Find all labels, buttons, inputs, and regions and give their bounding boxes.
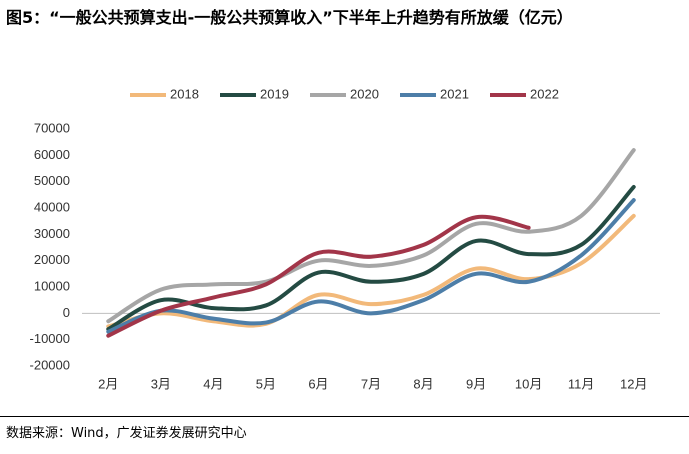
y-tick-label: 40000: [34, 199, 70, 214]
source-note: 数据来源：Wind，广发证券发展研究中心: [6, 426, 247, 441]
series-line: [106, 148, 636, 324]
y-tick-label: -10000: [30, 331, 70, 346]
x-tick-label: 6月: [308, 376, 328, 391]
x-tick-label: 9月: [466, 376, 486, 391]
legend-label: 2022: [530, 86, 559, 101]
y-tick-label: 10000: [34, 278, 70, 293]
x-tick-label: 10月: [515, 376, 542, 391]
legend-label: 2021: [440, 86, 469, 101]
x-tick-label: 2月: [98, 376, 118, 391]
x-tick-label: 4月: [203, 376, 223, 391]
y-tick-label: -20000: [30, 357, 70, 372]
y-tick-label: 30000: [34, 226, 70, 241]
x-tick-label: 3月: [151, 376, 171, 391]
legend-label: 2020: [350, 86, 379, 101]
chart-title: 图5：“一般公共预算支出-一般公共预算收入”下半年上升趋势有所放缓（亿元）: [6, 8, 573, 27]
x-tick-label: 11月: [568, 376, 595, 391]
y-tick-label: 70000: [34, 120, 70, 135]
divider: [0, 416, 689, 417]
y-tick-label: 50000: [34, 173, 70, 188]
y-tick-label: 20000: [34, 252, 70, 267]
series-line: [106, 184, 636, 332]
series-line: [106, 198, 636, 334]
y-tick-label: 0: [63, 305, 70, 320]
x-tick-label: 12月: [620, 376, 647, 391]
y-tick-label: 60000: [34, 147, 70, 162]
legend-label: 2019: [260, 86, 289, 101]
x-tick-label: 8月: [413, 376, 433, 391]
x-tick-label: 7月: [361, 376, 381, 391]
x-tick-label: 5月: [256, 376, 276, 391]
legend-label: 2018: [170, 86, 199, 101]
series-line: [106, 214, 531, 338]
